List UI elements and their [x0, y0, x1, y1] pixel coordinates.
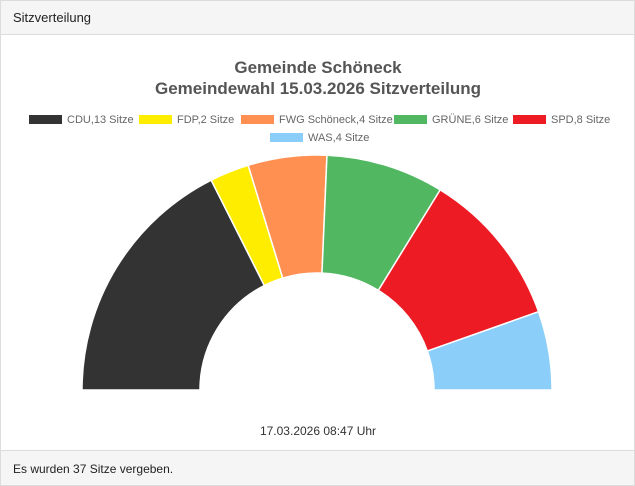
pie-slice[interactable] — [81, 179, 266, 391]
legend-item[interactable]: SPD,8 Sitze — [513, 114, 610, 126]
legend-swatch — [394, 115, 427, 124]
legend-label: CDU,13 Sitze — [67, 114, 134, 126]
legend-item[interactable]: CDU,13 Sitze — [29, 114, 134, 126]
chart-legend: CDU,13 Sitze FDP,2 Sitze FWG Schöneck,4 Si… — [29, 114, 610, 144]
pie-slice[interactable] — [426, 310, 553, 391]
legend-item[interactable]: FWG Schöneck,4 Sitze — [241, 114, 393, 126]
legend-swatch — [270, 133, 303, 142]
chart-title: Gemeinde Schöneck — [234, 58, 402, 77]
legend-item[interactable]: GRÜNE,6 Sitze — [394, 114, 508, 126]
legend-item[interactable]: WAS,4 Sitze — [270, 132, 369, 144]
legend-label: WAS,4 Sitze — [308, 132, 369, 144]
legend-label: SPD,8 Sitze — [551, 114, 610, 126]
panel-title: Sitzverteilung — [13, 10, 92, 25]
panel-header: Sitzverteilung — [1, 1, 634, 35]
legend-label: FWG Schöneck,4 Sitze — [279, 114, 393, 126]
legend-swatch — [241, 115, 274, 124]
legend-label: FDP,2 Sitze — [177, 114, 234, 126]
seats-summary: Es wurden 37 Sitze vergeben. — [13, 462, 174, 476]
chart-slices — [81, 154, 553, 391]
seat-distribution-chart: Gemeinde Schöneck Gemeindewahl 15.03.202… — [29, 58, 610, 438]
legend-item[interactable]: FDP,2 Sitze — [139, 114, 234, 126]
legend-label: GRÜNE,6 Sitze — [432, 114, 508, 126]
chart-subtitle: Gemeindewahl 15.03.2026 Sitzverteilung — [155, 79, 481, 98]
legend-swatch — [513, 115, 546, 124]
chart-timestamp: 17.03.2026 08:47 Uhr — [260, 424, 376, 438]
legend-swatch — [29, 115, 62, 124]
legend-swatch — [139, 115, 172, 124]
panel-footer: Es wurden 37 Sitze vergeben. — [1, 450, 634, 485]
